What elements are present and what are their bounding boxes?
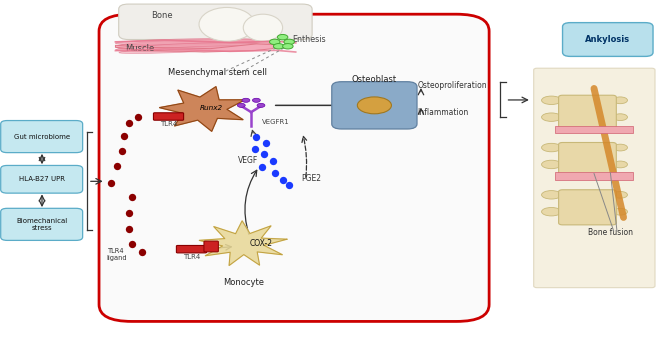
Polygon shape (116, 44, 276, 52)
Text: PGE2: PGE2 (301, 174, 321, 183)
Text: Runx2: Runx2 (200, 105, 223, 111)
FancyBboxPatch shape (119, 4, 312, 40)
Point (124, 211, 134, 216)
Ellipse shape (613, 208, 627, 215)
FancyBboxPatch shape (204, 241, 218, 252)
Text: Enthesis: Enthesis (292, 35, 325, 44)
Circle shape (269, 39, 280, 45)
Polygon shape (199, 221, 287, 265)
Text: Osteoblast: Osteoblast (352, 75, 397, 84)
Text: Monocyte: Monocyte (223, 278, 263, 287)
Ellipse shape (116, 39, 266, 45)
Ellipse shape (613, 144, 627, 151)
Bar (555, 172, 633, 180)
Circle shape (237, 103, 245, 107)
Circle shape (273, 44, 284, 49)
Point (269, 170, 280, 176)
FancyBboxPatch shape (558, 95, 616, 130)
Point (137, 250, 147, 255)
Text: Mesenchymal stem cell: Mesenchymal stem cell (168, 68, 267, 77)
Polygon shape (160, 87, 245, 131)
Text: Inflammation: Inflammation (418, 108, 469, 118)
Point (256, 164, 267, 170)
Point (124, 226, 134, 231)
Point (259, 152, 269, 157)
FancyBboxPatch shape (1, 121, 83, 153)
Point (112, 163, 123, 169)
Text: Bone: Bone (152, 11, 173, 20)
Text: COX-2: COX-2 (250, 239, 273, 248)
Circle shape (257, 103, 265, 107)
Ellipse shape (541, 113, 561, 121)
Ellipse shape (541, 143, 561, 152)
Point (250, 146, 260, 152)
Text: Muscle: Muscle (125, 44, 154, 53)
Ellipse shape (243, 14, 283, 41)
Text: Gut microbiome: Gut microbiome (14, 134, 70, 140)
Point (251, 135, 261, 140)
FancyBboxPatch shape (154, 113, 183, 120)
Circle shape (277, 35, 288, 40)
Point (127, 194, 137, 199)
Text: Biomechanical
stress: Biomechanical stress (16, 218, 67, 231)
Circle shape (252, 98, 260, 102)
Text: TLR4: TLR4 (160, 121, 177, 127)
Point (284, 182, 294, 187)
FancyBboxPatch shape (562, 23, 653, 56)
FancyBboxPatch shape (332, 82, 417, 129)
Point (277, 177, 288, 182)
Ellipse shape (541, 191, 561, 199)
Bar (555, 126, 633, 133)
Ellipse shape (357, 97, 392, 114)
Ellipse shape (613, 97, 627, 104)
Text: VEGFR1: VEGFR1 (261, 119, 289, 125)
FancyBboxPatch shape (558, 190, 616, 225)
Ellipse shape (116, 39, 273, 50)
Circle shape (283, 44, 293, 49)
Point (261, 140, 271, 146)
Text: Ankylosis: Ankylosis (585, 35, 630, 44)
Point (106, 180, 116, 186)
Point (268, 158, 279, 164)
Ellipse shape (613, 114, 627, 121)
Ellipse shape (613, 161, 627, 168)
Point (124, 120, 134, 126)
FancyBboxPatch shape (558, 142, 616, 178)
FancyBboxPatch shape (1, 208, 83, 240)
Text: TLR4
ligand: TLR4 ligand (106, 248, 127, 261)
Point (127, 241, 137, 246)
Point (119, 133, 129, 138)
Ellipse shape (119, 46, 250, 54)
Circle shape (284, 39, 294, 45)
Point (133, 115, 144, 120)
Text: Bone fusion: Bone fusion (588, 228, 633, 237)
Circle shape (242, 98, 250, 102)
Text: TLR4: TLR4 (183, 254, 200, 260)
Ellipse shape (199, 7, 255, 41)
Text: HLA-B27 UPR: HLA-B27 UPR (18, 176, 64, 182)
Text: Osteoproliferation: Osteoproliferation (418, 81, 487, 91)
Ellipse shape (116, 43, 260, 52)
Ellipse shape (613, 192, 627, 198)
FancyBboxPatch shape (1, 165, 83, 193)
FancyBboxPatch shape (176, 245, 206, 253)
Ellipse shape (541, 96, 561, 104)
Ellipse shape (541, 160, 561, 169)
Point (117, 148, 127, 154)
FancyBboxPatch shape (99, 14, 489, 321)
Ellipse shape (541, 207, 561, 216)
FancyBboxPatch shape (533, 68, 655, 288)
Text: VEGF: VEGF (238, 156, 258, 165)
